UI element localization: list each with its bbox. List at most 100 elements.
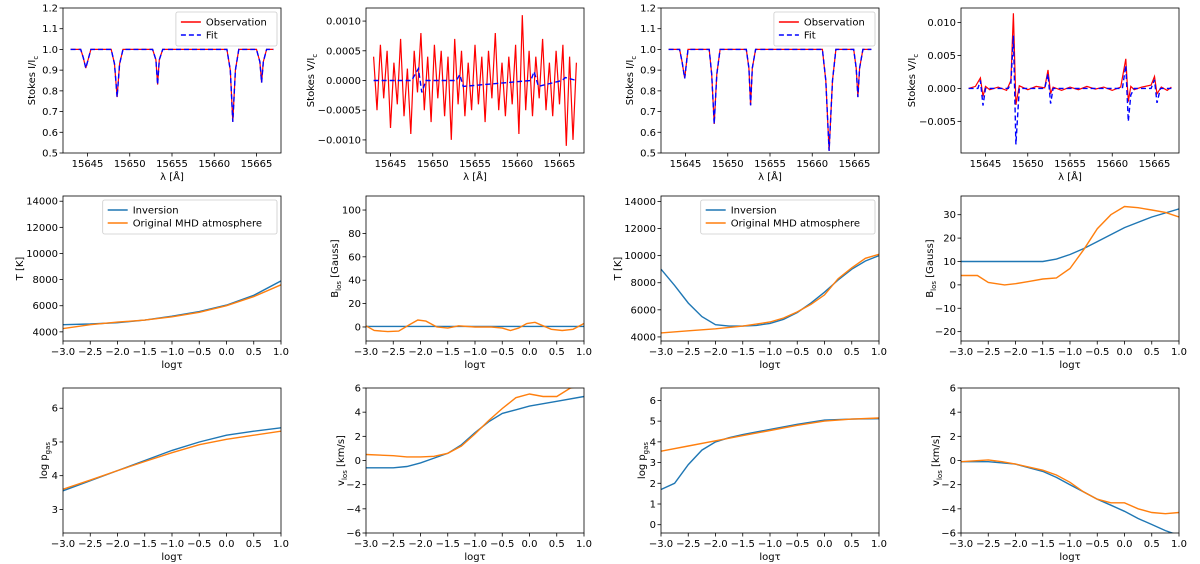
legend: Inversion Original MHD atmosphere [700,199,876,235]
chart-panel-p21: −3.0 −2.5 −2.0 −1.5 −1.0 −0.5 0.0 0.5 1.0 −6 −4 −2 0… [336,384,592,564]
x-tick-label: 15665 [544,159,576,170]
y-tick-label: 14000 [26,197,58,208]
y-tick-label: 2 [650,479,656,490]
x-tick-label: −2.0 [408,539,432,550]
x-tick-label: −2.5 [976,539,1000,550]
chart-panel-p03: 15645 15650 15655 15660 15665 −0.005 0.000 0.00… [907,7,1180,183]
y-tick-label: −6 [346,529,361,540]
x-tick-label: −2.5 [676,347,700,358]
y-tick-label: −4 [941,504,956,515]
x-tick-label: 15665 [241,159,273,170]
plot-frame [365,195,585,342]
y-tick-label: 12000 [26,223,58,234]
x-tick-label: 15650 [1012,159,1044,170]
x-tick-label: 0.5 [246,347,262,358]
plot-frame [365,387,585,534]
chart-panel-p12: −3.0 −2.5 −2.0 −1.5 −1.0 −0.5 0.0 0.5 1.0 4000 600… [613,195,887,371]
y-tick-label: 4 [650,437,656,448]
y-tick-label: 0.0000 [326,76,361,87]
x-tick-label: −2.0 [408,347,432,358]
x-axis-label: logτ [1059,552,1080,563]
x-tick-label: −0.5 [490,539,514,550]
legend-label: Original MHD atmosphere [731,219,860,230]
legend-label: Inversion [133,206,179,217]
x-tick-label: 15655 [754,159,786,170]
x-tick-label: −1.0 [1058,347,1082,358]
y-tick-label: 12000 [624,224,656,235]
x-axis-label: logτ [1059,360,1080,371]
series-line-mhd [661,253,879,334]
x-tick-label: 15660 [501,159,533,170]
y-tick-label: 4 [950,408,956,419]
y-tick-label: 0.5 [42,149,58,160]
x-tick-label: −2.5 [381,539,405,550]
x-tick-label: −1.5 [1031,347,1055,358]
x-axis-label: logτ [464,360,485,371]
chart-panel-p23: −3.0 −2.5 −2.0 −1.5 −1.0 −0.5 0.0 0.5 1.0 −6 −4 −2 0… [931,384,1187,564]
series-line-inversion [63,280,281,326]
y-tick-label: 40 [348,276,361,287]
legend: Observation Fit [773,11,876,47]
y-tick-label: 3 [52,505,58,516]
x-tick-label: 0.0 [1117,539,1133,550]
y-tick-label: 100 [342,206,361,217]
y-tick-label: −6 [941,529,956,540]
y-axis-label: Blos [Gauss] [330,239,343,297]
x-tick-label: 15650 [417,159,449,170]
x-tick-label: 1.0 [576,539,592,550]
x-tick-label: −3.0 [949,347,973,358]
y-tick-label: 30 [943,210,956,221]
y-tick-label: 5 [52,437,58,448]
series-line-fit [373,66,577,93]
x-tick-label: 0.5 [844,347,860,358]
legend-label: Fit [804,31,816,42]
x-axis-label: λ [Å] [160,170,184,183]
x-tick-label: −1.0 [160,539,184,550]
y-tick-label: 6 [52,404,58,415]
x-tick-label: 1.0 [871,539,887,550]
series-line-inversion [961,461,1175,533]
y-tick-label: 1.0 [42,45,58,56]
x-tick-label: 1.0 [1171,539,1187,550]
y-tick-label: 6000 [33,301,58,312]
x-tick-label: −1.0 [463,347,487,358]
x-tick-label: 15665 [1139,159,1171,170]
y-axis-label: log pgas [637,442,650,480]
x-tick-label: 15655 [1054,159,1086,170]
x-tick-label: −0.5 [1085,539,1109,550]
x-axis-label: logτ [759,360,780,371]
y-tick-label: 0.7 [640,107,656,118]
y-tick-label: 0.000 [927,84,956,95]
y-axis-label: log pgas [39,442,52,480]
y-axis-label: Blos [Gauss] [925,239,938,297]
x-tick-label: −1.0 [160,347,184,358]
y-axis-label: Stokes I/Ic [625,56,638,106]
y-tick-label: 4 [355,408,361,419]
y-tick-label: −2 [346,480,361,491]
x-tick-label: −2.0 [105,539,129,550]
y-tick-label: 8000 [33,275,58,286]
x-tick-label: −0.5 [187,539,211,550]
x-tick-label: −3.0 [354,539,378,550]
x-tick-label: 15650 [712,159,744,170]
y-tick-label: 1.2 [640,4,656,15]
y-tick-label: 0 [355,456,361,467]
legend-label: Original MHD atmosphere [133,219,262,230]
y-axis-label: T [K] [613,257,624,282]
series-line-mhd [366,319,584,333]
x-tick-label: 0.0 [219,539,235,550]
x-tick-label: 15660 [198,159,230,170]
x-tick-label: −2.0 [1003,539,1027,550]
x-tick-label: −2.5 [381,347,405,358]
x-tick-label: 15645 [72,159,104,170]
series-line-inversion [63,427,281,492]
y-tick-label: 0.6 [42,128,58,139]
x-tick-label: −1.5 [1031,539,1055,550]
series-line-fit [968,35,1172,145]
x-tick-label: 15645 [375,159,407,170]
y-tick-label: 14000 [624,197,656,208]
y-tick-label: −0.0010 [318,135,361,146]
series-line-mhd [661,417,879,452]
x-axis-label: λ [Å] [758,170,782,183]
y-tick-label: 6000 [631,305,656,316]
